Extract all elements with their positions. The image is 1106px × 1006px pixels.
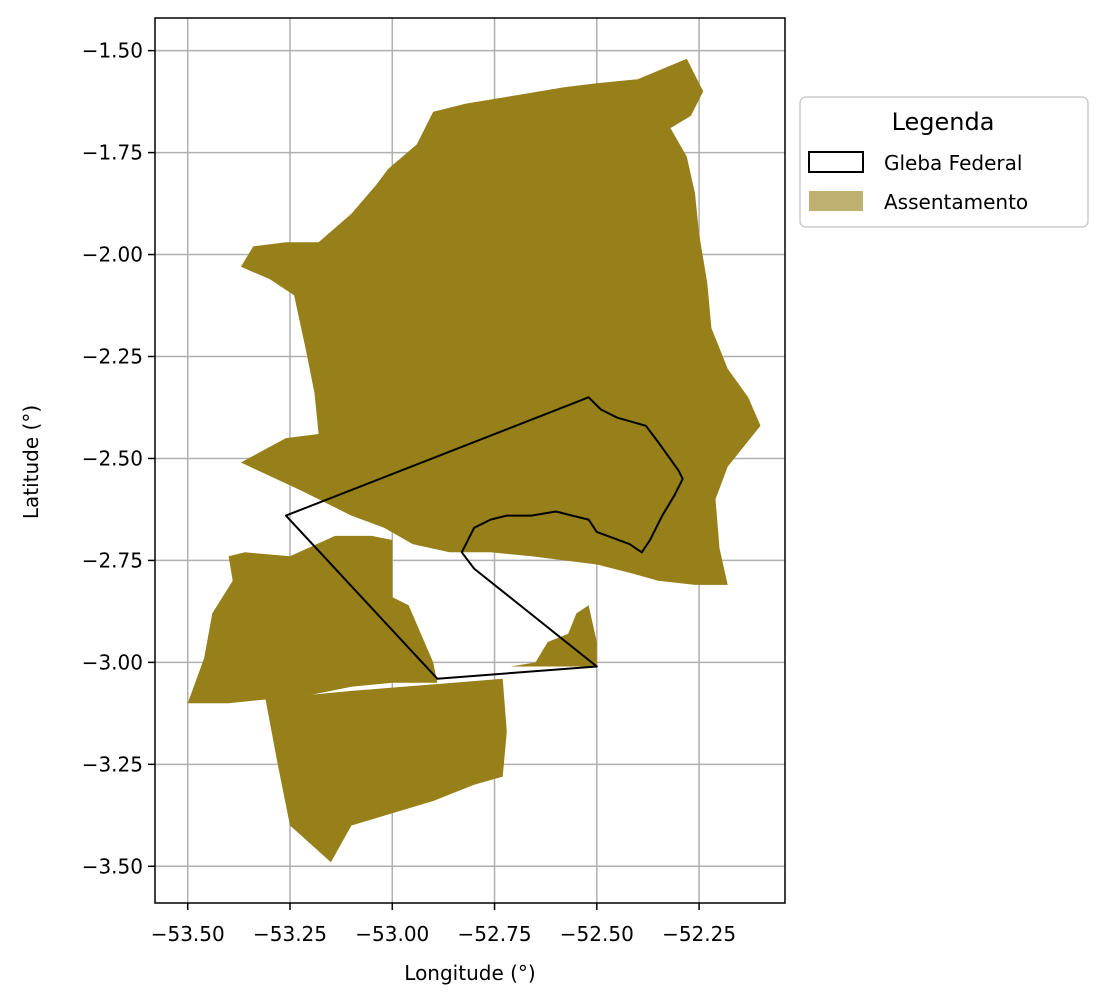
- assentamento-layer: [187, 58, 761, 863]
- assentamento-polygon: [265, 678, 507, 863]
- x-tick-label: −52.75: [458, 922, 532, 946]
- y-tick-label: −3.00: [82, 650, 143, 674]
- y-tick-label: −2.75: [82, 548, 143, 572]
- x-axis-ticks: −53.50 −53.25 −53.00 −52.75 −52.50 −52.25: [151, 903, 736, 946]
- y-axis-label: Latitude (°): [19, 405, 43, 519]
- legend-swatch-assentamento: [809, 191, 863, 211]
- assentamento-polygon: [240, 58, 761, 585]
- gleba-federal-layer: [284, 396, 684, 680]
- legend: Legenda Gleba Federal Assentamento: [799, 96, 1089, 228]
- legend-frame: [799, 96, 1089, 228]
- legend-title: Legenda: [892, 108, 995, 136]
- y-tick-label: −2.25: [82, 345, 143, 369]
- x-tick-label: −52.25: [662, 922, 736, 946]
- x-tick-label: −52.50: [560, 922, 634, 946]
- assentamento-polygon: [187, 535, 438, 704]
- y-tick-label: −2.50: [82, 446, 143, 470]
- y-tick-label: −1.75: [82, 141, 143, 165]
- legend-label-assentamento: Assentamento: [884, 190, 1028, 214]
- y-tick-label: −3.25: [82, 752, 143, 776]
- plot-frame: [154, 17, 786, 904]
- y-tick-label: −2.00: [82, 243, 143, 267]
- x-tick-label: −53.25: [253, 922, 327, 946]
- gleba-federal-polygon: [284, 396, 684, 680]
- y-axis-ticks: −1.50 −1.75 −2.00 −2.25 −2.50 −2.75 −3.00 −3.25…: [82, 39, 155, 878]
- y-tick-label: −1.50: [82, 39, 143, 63]
- legend-label-gleba: Gleba Federal: [884, 151, 1022, 175]
- y-tick-label: −3.50: [82, 854, 143, 878]
- legend-swatch-gleba: [808, 151, 864, 173]
- x-tick-label: −53.00: [355, 922, 429, 946]
- x-axis-label: Longitude (°): [404, 961, 535, 985]
- x-tick-label: −53.50: [151, 922, 225, 946]
- assentamento-polygon: [490, 605, 597, 667]
